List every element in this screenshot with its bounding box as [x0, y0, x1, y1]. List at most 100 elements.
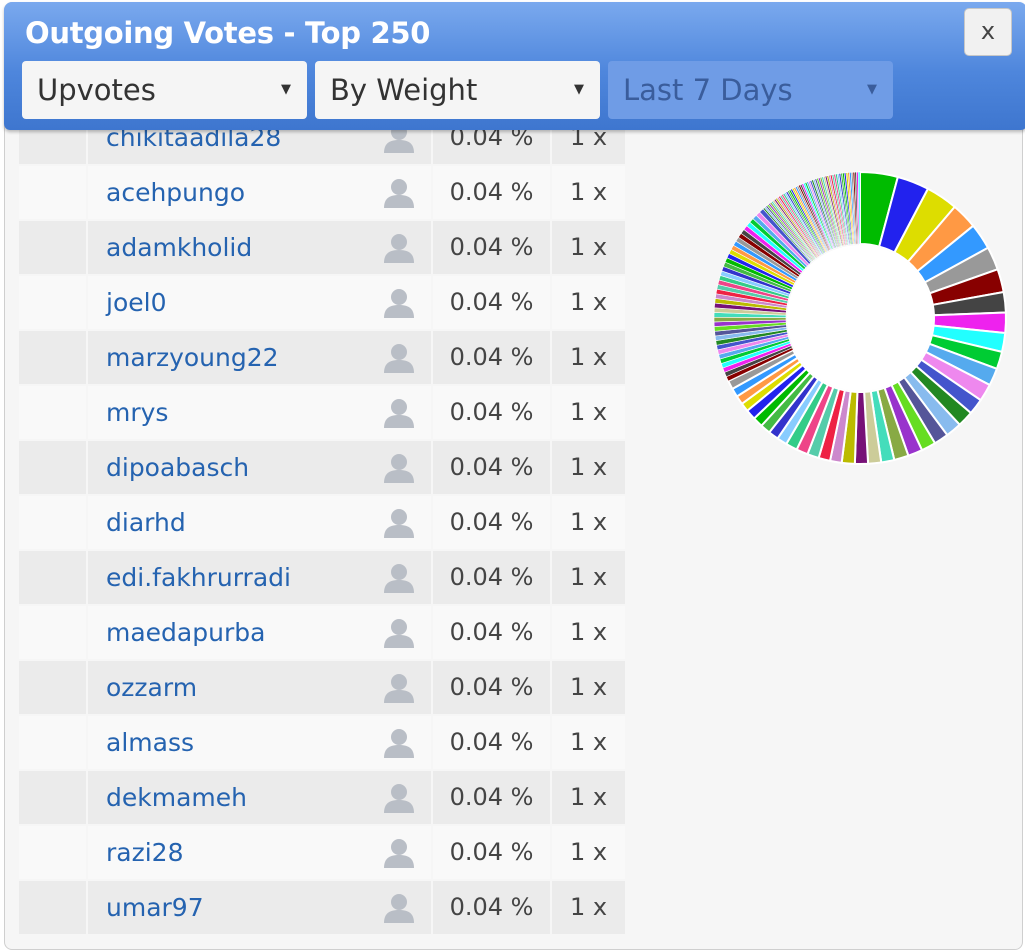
name-cell: ozzarm [88, 661, 431, 714]
account-name-link[interactable]: umar97 [106, 893, 204, 922]
percent-cell: 0.04 % [433, 661, 550, 714]
sort-select[interactable]: By Weight ▼ [315, 61, 600, 119]
rank-cell [19, 661, 86, 714]
name-cell: maedapurba [88, 606, 431, 659]
percent-cell: 0.04 % [433, 551, 550, 604]
percent-cell: 0.04 % [433, 771, 550, 824]
percent-cell: 0.04 % [433, 276, 550, 329]
count-cell: 1 x [552, 496, 625, 549]
table-row: dipoabasch 0.04 % 1 x [19, 441, 625, 494]
account-name-link[interactable]: ozzarm [106, 673, 198, 702]
user-avatar-icon[interactable] [383, 508, 415, 538]
rank-cell [19, 881, 86, 934]
account-name-link[interactable]: edi.fakhrurradi [106, 563, 291, 592]
count-cell: 1 x [552, 221, 625, 274]
vote-type-value: Upvotes [37, 73, 156, 107]
user-avatar-icon[interactable] [383, 453, 415, 483]
count-cell: 1 x [552, 826, 625, 879]
close-button[interactable]: x [964, 8, 1012, 56]
user-avatar-icon[interactable] [383, 398, 415, 428]
name-cell: mrys [88, 386, 431, 439]
user-avatar-icon[interactable] [383, 893, 415, 923]
rank-cell [19, 441, 86, 494]
count-cell: 1 x [552, 276, 625, 329]
vote-type-select[interactable]: Upvotes ▼ [22, 61, 307, 119]
percent-cell: 0.04 % [433, 606, 550, 659]
percent-cell: 0.04 % [433, 386, 550, 439]
percent-cell: 0.04 % [433, 826, 550, 879]
user-avatar-icon[interactable] [383, 343, 415, 373]
account-name-link[interactable]: joel0 [106, 288, 167, 317]
percent-cell: 0.04 % [433, 221, 550, 274]
count-cell: 1 x [552, 881, 625, 934]
table-row: joel0 0.04 % 1 x [19, 276, 625, 329]
percent-cell: 0.04 % [433, 331, 550, 384]
donut-hole [787, 245, 933, 391]
account-name-link[interactable]: adamkholid [106, 233, 253, 262]
account-name-link[interactable]: diarhd [106, 508, 186, 537]
name-cell: dipoabasch [88, 441, 431, 494]
name-cell: umar97 [88, 881, 431, 934]
user-avatar-icon[interactable] [383, 563, 415, 593]
count-cell: 1 x [552, 551, 625, 604]
table-row: umar97 0.04 % 1 x [19, 881, 625, 934]
table-row: dekmameh 0.04 % 1 x [19, 771, 625, 824]
percent-cell: 0.04 % [433, 496, 550, 549]
dialog-title: Outgoing Votes - Top 250 [25, 16, 431, 50]
percent-cell: 0.04 % [433, 881, 550, 934]
chevron-down-icon: ▼ [281, 82, 291, 97]
name-cell: joel0 [88, 276, 431, 329]
count-cell: 1 x [552, 386, 625, 439]
rank-cell [19, 496, 86, 549]
count-cell: 1 x [552, 661, 625, 714]
name-cell: edi.fakhrurradi [88, 551, 431, 604]
account-name-link[interactable]: dipoabasch [106, 453, 250, 482]
account-name-link[interactable]: marzyoung22 [106, 343, 279, 372]
table-row: razi28 0.04 % 1 x [19, 826, 625, 879]
rank-cell [19, 331, 86, 384]
outgoing-votes-dialog: chikitaadila28 0.04 % 1 x acehpungo 0.04 % 1 … [4, 2, 1023, 950]
user-avatar-icon[interactable] [383, 728, 415, 758]
vote-share-donut-chart [713, 170, 1007, 465]
table-row: adamkholid 0.04 % 1 x [19, 221, 625, 274]
user-avatar-icon[interactable] [383, 288, 415, 318]
percent-cell: 0.04 % [433, 441, 550, 494]
account-name-link[interactable]: dekmameh [106, 783, 247, 812]
user-avatar-icon[interactable] [383, 673, 415, 703]
donut-slice[interactable] [857, 171, 861, 245]
account-name-link[interactable]: acehpungo [106, 178, 246, 207]
votes-table: chikitaadila28 0.04 % 1 x acehpungo 0.04 % 1 … [19, 111, 625, 936]
count-cell: 1 x [552, 716, 625, 769]
name-cell: marzyoung22 [88, 331, 431, 384]
count-cell: 1 x [552, 771, 625, 824]
name-cell: dekmameh [88, 771, 431, 824]
account-name-link[interactable]: razi28 [106, 838, 184, 867]
name-cell: razi28 [88, 826, 431, 879]
table-row: diarhd 0.04 % 1 x [19, 496, 625, 549]
sort-value: By Weight [330, 73, 478, 107]
user-avatar-icon[interactable] [383, 178, 415, 208]
rank-cell [19, 221, 86, 274]
chevron-down-icon: ▼ [574, 82, 584, 97]
user-avatar-icon[interactable] [383, 618, 415, 648]
table-row: acehpungo 0.04 % 1 x [19, 166, 625, 219]
table-row: marzyoung22 0.04 % 1 x [19, 331, 625, 384]
name-cell: adamkholid [88, 221, 431, 274]
chevron-down-icon: ▼ [867, 82, 877, 97]
user-avatar-icon[interactable] [383, 838, 415, 868]
rank-cell [19, 606, 86, 659]
table-row: ozzarm 0.04 % 1 x [19, 661, 625, 714]
table-row: almass 0.04 % 1 x [19, 716, 625, 769]
count-cell: 1 x [552, 166, 625, 219]
rank-cell [19, 551, 86, 604]
percent-cell: 0.04 % [433, 716, 550, 769]
account-name-link[interactable]: mrys [106, 398, 169, 427]
user-avatar-icon[interactable] [383, 233, 415, 263]
name-cell: acehpungo [88, 166, 431, 219]
user-avatar-icon[interactable] [383, 783, 415, 813]
rank-cell [19, 826, 86, 879]
account-name-link[interactable]: almass [106, 728, 194, 757]
rank-cell [19, 716, 86, 769]
account-name-link[interactable]: maedapurba [106, 618, 266, 647]
table-row: mrys 0.04 % 1 x [19, 386, 625, 439]
